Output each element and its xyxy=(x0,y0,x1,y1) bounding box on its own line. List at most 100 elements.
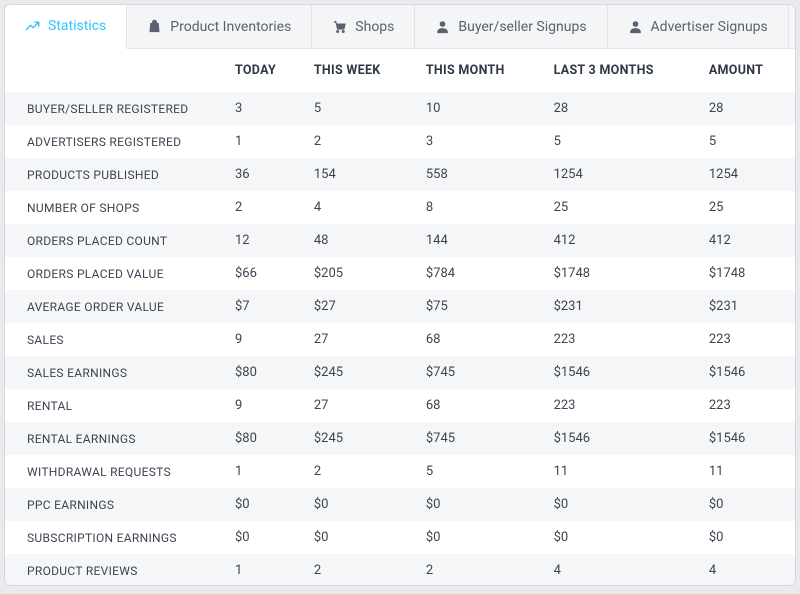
metric-value: $784 xyxy=(416,257,544,290)
metric-label: PPC EARNINGS xyxy=(5,488,225,521)
metric-value: $0 xyxy=(416,488,544,521)
metric-value: $231 xyxy=(544,290,699,323)
table-row: WITHDRAWAL REQUESTS1251111 xyxy=(5,455,795,488)
metric-value: 3 xyxy=(416,125,544,158)
metric-value: 2 xyxy=(304,554,416,585)
metric-value: 9 xyxy=(225,389,304,422)
table-head: TODAY THIS WEEK THIS MONTH LAST 3 MONTHS… xyxy=(5,49,795,92)
metric-value: 223 xyxy=(699,389,795,422)
metric-value: 2 xyxy=(416,554,544,585)
metric-value: 27 xyxy=(304,389,416,422)
metric-value: $1546 xyxy=(544,356,699,389)
tab-label: Statistics xyxy=(48,18,106,34)
metric-value: 28 xyxy=(699,92,795,125)
metric-value: 1 xyxy=(225,554,304,585)
metric-value: 5 xyxy=(544,125,699,158)
tab-product-inventories[interactable]: Product Inventories xyxy=(127,5,312,48)
metric-value: 4 xyxy=(304,191,416,224)
metric-label: SUBSCRIPTION EARNINGS xyxy=(5,521,225,554)
table-row: PRODUCTS PUBLISHED3615455812541254 xyxy=(5,158,795,191)
metric-value: 12 xyxy=(225,224,304,257)
metric-value: $231 xyxy=(699,290,795,323)
trend-icon xyxy=(25,19,40,34)
person-icon xyxy=(628,19,643,34)
tab-label: Product Inventories xyxy=(170,19,291,35)
table-row: NUMBER OF SHOPS2482525 xyxy=(5,191,795,224)
metric-value: $1748 xyxy=(699,257,795,290)
table-row: ADVERTISERS REGISTERED12355 xyxy=(5,125,795,158)
metric-value: 5 xyxy=(699,125,795,158)
metric-label: SALES EARNINGS xyxy=(5,356,225,389)
metric-label: PRODUCTS PUBLISHED xyxy=(5,158,225,191)
metric-value: $66 xyxy=(225,257,304,290)
table-row: RENTAL92768223223 xyxy=(5,389,795,422)
table-row: SUBSCRIPTION EARNINGS$0$0$0$0$0 xyxy=(5,521,795,554)
metric-label: AVERAGE ORDER VALUE xyxy=(5,290,225,323)
person-icon xyxy=(435,19,450,34)
tab-shops[interactable]: Shops xyxy=(312,5,415,48)
metric-value: 25 xyxy=(699,191,795,224)
tab-advertiser-signups[interactable]: Advertiser Signups xyxy=(608,5,789,48)
metric-value: $27 xyxy=(304,290,416,323)
tab-buyer-seller-signups[interactable]: Buyer/seller Signups xyxy=(415,5,607,48)
col-header-this-month: THIS MONTH xyxy=(416,49,544,92)
tab-label: Advertiser Signups xyxy=(651,19,768,35)
metric-value: 154 xyxy=(304,158,416,191)
table-row: SALES92768223223 xyxy=(5,323,795,356)
metric-value: $745 xyxy=(416,422,544,455)
metric-value: 28 xyxy=(544,92,699,125)
metric-value: 1254 xyxy=(544,158,699,191)
metric-value: $0 xyxy=(304,488,416,521)
col-header-this-week: THIS WEEK xyxy=(304,49,416,92)
metric-label: WITHDRAWAL REQUESTS xyxy=(5,455,225,488)
table-row: BUYER/SELLER REGISTERED35102828 xyxy=(5,92,795,125)
metric-value: 558 xyxy=(416,158,544,191)
metric-value: 223 xyxy=(699,323,795,356)
col-header-amount: AMOUNT xyxy=(699,49,795,92)
metric-value: 68 xyxy=(416,389,544,422)
metric-value: $0 xyxy=(699,488,795,521)
metric-value: $245 xyxy=(304,356,416,389)
metric-value: 1 xyxy=(225,455,304,488)
metric-value: 223 xyxy=(544,323,699,356)
metric-label: ADVERTISERS REGISTERED xyxy=(5,125,225,158)
metric-value: 144 xyxy=(416,224,544,257)
col-header-metric xyxy=(5,49,225,92)
metric-value: 2 xyxy=(225,191,304,224)
table-row: AVERAGE ORDER VALUE$7$27$75$231$231 xyxy=(5,290,795,323)
stats-table: TODAY THIS WEEK THIS MONTH LAST 3 MONTHS… xyxy=(5,49,795,585)
metric-value: $1748 xyxy=(544,257,699,290)
metric-value: $0 xyxy=(699,521,795,554)
metric-value: $7 xyxy=(225,290,304,323)
metric-value: $245 xyxy=(304,422,416,455)
col-header-today: TODAY xyxy=(225,49,304,92)
table-row: PRODUCT REVIEWS12244 xyxy=(5,554,795,585)
metric-label: RENTAL xyxy=(5,389,225,422)
metric-value: 412 xyxy=(699,224,795,257)
metric-value: 2 xyxy=(304,455,416,488)
metric-value: 10 xyxy=(416,92,544,125)
cart-icon xyxy=(332,19,347,34)
tab-statistics[interactable]: Statistics xyxy=(5,5,127,49)
metric-label: PRODUCT REVIEWS xyxy=(5,554,225,585)
metric-value: $1546 xyxy=(699,356,795,389)
metric-value: 11 xyxy=(544,455,699,488)
table-row: ORDERS PLACED COUNT1248144412412 xyxy=(5,224,795,257)
metric-value: $0 xyxy=(225,488,304,521)
table-row: ORDERS PLACED VALUE$66$205$784$1748$1748 xyxy=(5,257,795,290)
tab-label: Buyer/seller Signups xyxy=(458,19,586,35)
tab-bar: Statistics Product Inventories Shops Buy… xyxy=(5,5,795,49)
table-body: BUYER/SELLER REGISTERED35102828ADVERTISE… xyxy=(5,92,795,585)
bag-icon xyxy=(147,19,162,34)
metric-label: ORDERS PLACED VALUE xyxy=(5,257,225,290)
metric-value: 4 xyxy=(699,554,795,585)
metric-value: $80 xyxy=(225,356,304,389)
metric-value: 48 xyxy=(304,224,416,257)
metric-value: $0 xyxy=(304,521,416,554)
metric-value: 1254 xyxy=(699,158,795,191)
metric-value: $745 xyxy=(416,356,544,389)
metric-value: 8 xyxy=(416,191,544,224)
metric-label: ORDERS PLACED COUNT xyxy=(5,224,225,257)
table-row: RENTAL EARNINGS$80$245$745$1546$1546 xyxy=(5,422,795,455)
metric-value: 11 xyxy=(699,455,795,488)
